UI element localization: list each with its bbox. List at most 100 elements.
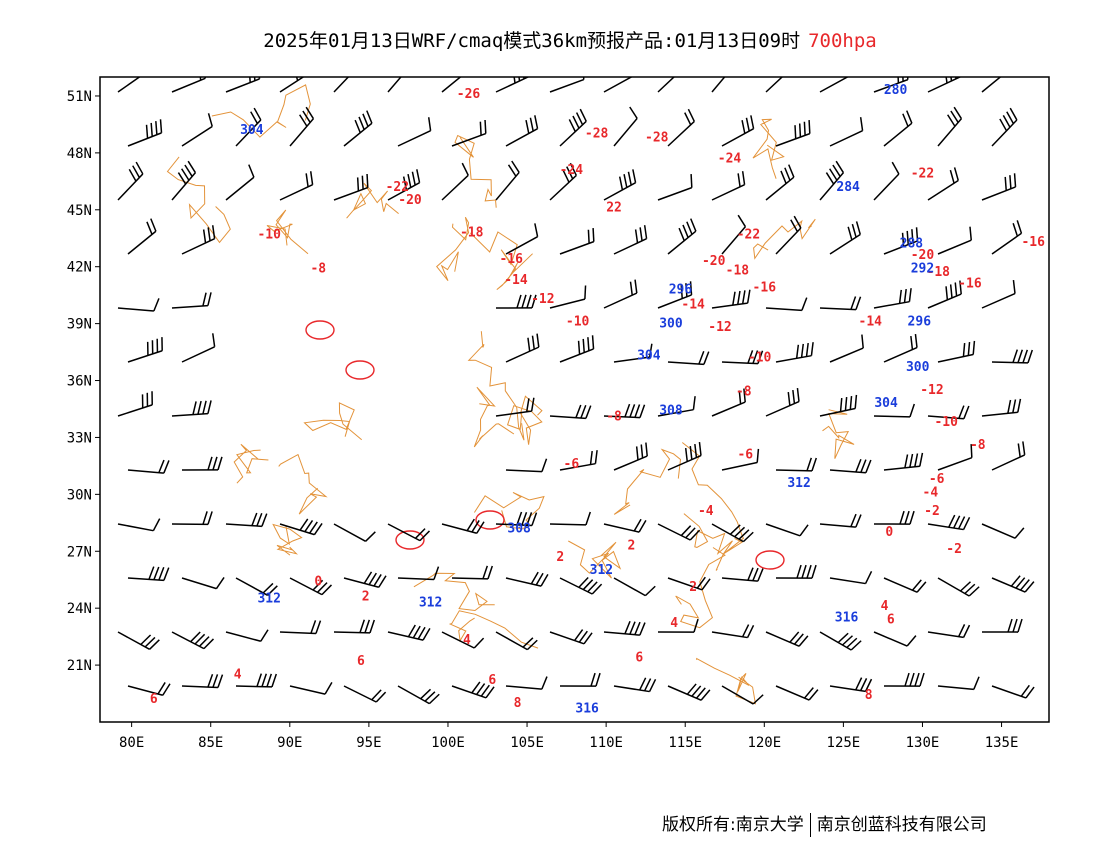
wind-barb xyxy=(667,108,696,147)
temperature-label: 6 xyxy=(357,654,365,669)
wind-barb xyxy=(667,441,702,471)
boundary-line xyxy=(683,513,733,571)
temperature-label: -22 xyxy=(911,167,934,182)
wind-barb xyxy=(559,108,587,147)
map-frame xyxy=(99,76,1050,723)
temperature-label: 2 xyxy=(362,590,370,605)
wind-barb xyxy=(181,113,213,147)
temperature-label: -14 xyxy=(859,315,883,330)
wind-barb xyxy=(387,523,431,542)
temperature-label: -4 xyxy=(923,485,939,500)
wind-barb xyxy=(181,673,224,689)
wind-barb xyxy=(505,571,549,587)
lat-tick-label: 45N xyxy=(67,203,92,219)
height-label: 312 xyxy=(787,476,810,491)
lon-tick-label: 95E xyxy=(356,735,381,751)
wind-barb xyxy=(991,575,1035,593)
temperature-label: 4 xyxy=(881,599,889,614)
boundary-line xyxy=(272,523,303,556)
wind-barb xyxy=(927,280,962,309)
temperature-label: 0 xyxy=(314,574,322,589)
boundary-line xyxy=(166,156,231,244)
copyright-footer: 版权所有:南京大学 南京创蓝科技有限公司 xyxy=(662,810,987,837)
lon-tick-label: 130E xyxy=(906,735,940,751)
wind-barb xyxy=(775,215,802,255)
temperature-label: 4 xyxy=(670,616,678,631)
boundary-line xyxy=(467,331,525,441)
lon-tick-label: 80E xyxy=(119,735,144,751)
wind-barb xyxy=(721,448,760,471)
boundary-line xyxy=(233,443,269,484)
boundary-line xyxy=(752,118,785,179)
wind-barb xyxy=(775,342,814,363)
wind-barb xyxy=(711,171,746,201)
wind-barb xyxy=(873,161,900,201)
wind-barb xyxy=(343,685,387,703)
wind-barb xyxy=(397,117,432,147)
wind-barb xyxy=(819,296,862,311)
wind-barb xyxy=(603,279,638,309)
wind-barb xyxy=(829,221,861,255)
temperature-contours xyxy=(305,320,785,570)
wind-barb xyxy=(775,685,819,701)
boundary-line xyxy=(211,84,311,138)
temperature-label: -12 xyxy=(531,292,554,307)
wind-barb xyxy=(613,442,648,471)
temperature-label: -8 xyxy=(736,385,752,400)
temperature-label: -28 xyxy=(585,127,609,142)
wind-barb xyxy=(333,77,360,93)
height-label: 316 xyxy=(835,610,859,625)
temperature-label: -16 xyxy=(1021,235,1045,250)
temperature-label: -20 xyxy=(398,193,422,208)
wind-barb xyxy=(397,685,440,705)
wind-barb xyxy=(667,351,710,366)
wind-barb xyxy=(829,459,872,474)
wind-barb xyxy=(225,512,268,528)
temperature-contour xyxy=(395,530,425,550)
wind-barb xyxy=(451,119,487,147)
temperature-label: -10 xyxy=(257,227,281,242)
wind-barb xyxy=(441,162,469,201)
boundary-line xyxy=(696,657,757,705)
wind-barb xyxy=(387,169,421,201)
wind-barb xyxy=(495,397,535,417)
wind-barb xyxy=(613,677,657,693)
temperature-contour xyxy=(305,320,335,340)
lon-tick-label: 90E xyxy=(277,735,302,751)
wind-barb xyxy=(603,403,646,419)
wind-barb xyxy=(613,577,656,597)
lon-tick-label: 105E xyxy=(510,735,544,751)
wind-barb xyxy=(235,107,262,147)
temperature-label: -22 xyxy=(386,180,409,195)
boundary-line xyxy=(454,134,497,208)
wind-barb xyxy=(765,523,809,537)
height-label: 308 xyxy=(507,521,531,536)
wind-barb xyxy=(775,564,817,579)
wind-barb xyxy=(333,619,376,634)
wind-barb xyxy=(171,400,212,417)
wind-barb xyxy=(721,567,764,582)
wind-barb xyxy=(873,631,917,647)
wind-barb xyxy=(127,566,170,582)
wind-barb xyxy=(991,684,1035,699)
wind-barb xyxy=(441,631,485,649)
wind-barb xyxy=(117,298,160,312)
wind-barb xyxy=(937,106,963,147)
temperature-label: -18 xyxy=(927,265,951,280)
wind-barb xyxy=(343,571,387,588)
temperature-label: 4 xyxy=(234,667,242,682)
wind-barb xyxy=(657,174,693,201)
wind-barb xyxy=(549,77,585,93)
wind-barb xyxy=(549,285,587,309)
wind-barb xyxy=(117,518,161,532)
lon-tick-label: 135E xyxy=(985,735,1019,751)
wind-barb xyxy=(721,115,755,147)
boundary-line xyxy=(278,453,328,515)
wind-barb xyxy=(559,335,595,363)
lat-tick-label: 24N xyxy=(67,601,92,617)
wind-barb xyxy=(505,333,540,363)
temperature-label: 0 xyxy=(885,525,893,540)
wind-barb xyxy=(991,441,1026,471)
temperature-label: -18 xyxy=(460,225,484,240)
temperature-label: 8 xyxy=(514,696,522,711)
